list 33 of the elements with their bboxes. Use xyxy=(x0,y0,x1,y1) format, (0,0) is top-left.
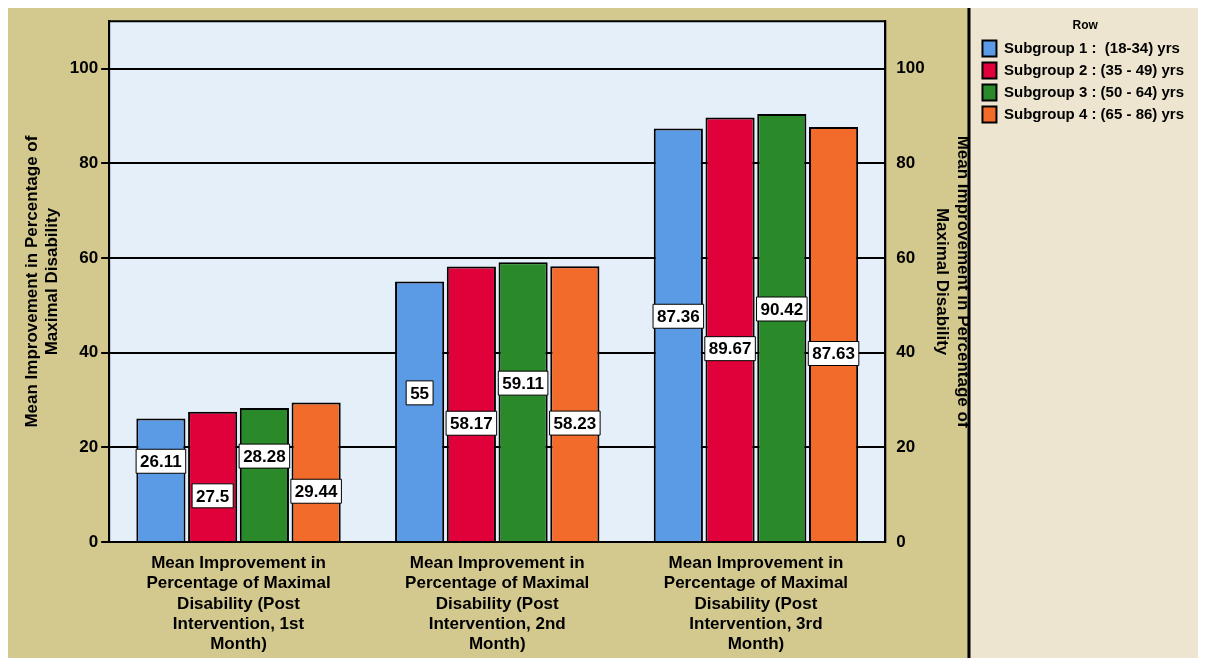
x-tick-label: Mean Improvement in Percentage of Maximal Disability (Post Intervention, 2nd Month) xyxy=(405,552,590,654)
y-tick-label: 20 xyxy=(79,437,99,456)
y2-tick-label: 40 xyxy=(896,342,916,362)
data-label: 29.44 xyxy=(294,481,338,501)
data-label: 87.36 xyxy=(657,306,700,326)
data-label: 58.23 xyxy=(553,413,597,433)
legend-label: Subgroup 3 : (50 - 64) yrs xyxy=(1003,82,1185,100)
y2-tick-label: 100 xyxy=(896,58,925,78)
y2-tick-label: 0 xyxy=(896,531,906,551)
data-label: 58.17 xyxy=(450,413,493,433)
y-tick-label: 80 xyxy=(79,152,99,172)
y-tick-label: 0 xyxy=(88,531,99,551)
legend-title: Row xyxy=(1072,18,1099,33)
y2-tick-label: 80 xyxy=(896,152,916,172)
legend-label: Subgroup 2 : (35 - 49) yrs xyxy=(1003,60,1185,78)
data-label: 59.11 xyxy=(502,373,544,393)
x-tick-label: Mean Improvement in Percentage of Maximal Disability (Post Intervention, 3rd Month) xyxy=(663,552,849,654)
y-tick-label: 60 xyxy=(79,247,99,267)
data-label: 26.11 xyxy=(140,451,182,471)
x-tick-label: Mean Improvement in Percentage of Maximal Disability (Post Intervention, 1st Month) xyxy=(146,552,331,654)
legend-label: Subgroup 4 : (65 - 86) yrs xyxy=(1003,104,1185,122)
y-tick-label: 40 xyxy=(79,342,99,362)
data-label: 89.67 xyxy=(708,339,752,359)
y-axis-title: Mean Improvement in Percentage of Maximal Disability xyxy=(21,135,62,428)
y-tick-label: 100 xyxy=(69,58,99,78)
data-label: 55 xyxy=(410,383,430,403)
data-label: 87.63 xyxy=(812,344,855,364)
data-label: 28.28 xyxy=(243,446,286,466)
data-label: 90.42 xyxy=(760,299,804,319)
legend-label: Subgroup 1 : (18-34) yrs xyxy=(1003,38,1180,56)
y2-tick-label: 60 xyxy=(896,247,916,267)
y2-tick-label: 20 xyxy=(896,437,916,456)
data-label: 27.5 xyxy=(196,486,230,506)
